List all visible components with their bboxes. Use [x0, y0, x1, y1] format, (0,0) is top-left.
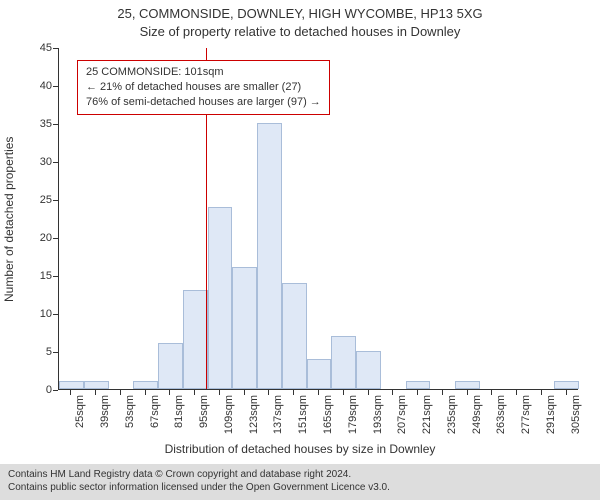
- footer-line-1: Contains HM Land Registry data © Crown c…: [8, 468, 592, 481]
- x-tick-label: 109sqm: [223, 395, 235, 434]
- histogram-bar: [554, 381, 579, 389]
- x-tick-mark: [244, 390, 245, 395]
- y-tick-label: 45: [12, 42, 52, 54]
- x-tick-label: 305sqm: [570, 395, 582, 434]
- y-tick-mark: [53, 124, 58, 125]
- y-tick-mark: [53, 238, 58, 239]
- x-tick-label: 25sqm: [74, 395, 86, 428]
- histogram-bar: [232, 267, 257, 389]
- y-tick-label: 25: [12, 194, 52, 206]
- y-tick-mark: [53, 276, 58, 277]
- y-tick-mark: [53, 200, 58, 201]
- histogram-bar: [406, 381, 431, 389]
- x-tick-mark: [343, 390, 344, 395]
- x-tick-mark: [145, 390, 146, 395]
- y-tick-label: 35: [12, 118, 52, 130]
- x-tick-mark: [368, 390, 369, 395]
- x-tick-mark: [293, 390, 294, 395]
- x-tick-label: 277sqm: [520, 395, 532, 434]
- x-tick-label: 263sqm: [495, 395, 507, 434]
- footer-line-2: Contains public sector information licen…: [8, 481, 592, 494]
- chart-title-line-2: Size of property relative to detached ho…: [0, 24, 600, 39]
- y-tick-mark: [53, 390, 58, 391]
- x-tick-label: 81sqm: [173, 395, 185, 428]
- x-tick-label: 221sqm: [421, 395, 433, 434]
- x-tick-mark: [95, 390, 96, 395]
- histogram-bar: [455, 381, 480, 389]
- x-tick-label: 123sqm: [248, 395, 260, 434]
- x-tick-label: 235sqm: [446, 395, 458, 434]
- histogram-bar: [84, 381, 109, 389]
- annotation-line: ← 21% of detached houses are smaller (27…: [86, 80, 321, 95]
- y-tick-mark: [53, 162, 58, 163]
- x-tick-mark: [318, 390, 319, 395]
- y-tick-label: 20: [12, 232, 52, 244]
- annotation-line: 76% of semi-detached houses are larger (…: [86, 95, 321, 110]
- y-tick-label: 10: [12, 308, 52, 320]
- y-tick-mark: [53, 48, 58, 49]
- x-tick-mark: [70, 390, 71, 395]
- x-tick-mark: [219, 390, 220, 395]
- x-tick-label: 193sqm: [372, 395, 384, 434]
- x-tick-mark: [491, 390, 492, 395]
- annotation-line: 25 COMMONSIDE: 101sqm: [86, 65, 321, 80]
- x-tick-label: 53sqm: [124, 395, 136, 428]
- x-axis-label: Distribution of detached houses by size …: [0, 442, 600, 456]
- x-tick-mark: [442, 390, 443, 395]
- histogram-bar: [59, 381, 84, 389]
- histogram-bar: [282, 283, 307, 389]
- y-tick-label: 5: [12, 346, 52, 358]
- histogram-bar: [257, 123, 282, 389]
- x-tick-mark: [268, 390, 269, 395]
- histogram-bar: [183, 290, 208, 389]
- x-tick-label: 179sqm: [347, 395, 359, 434]
- x-tick-mark: [467, 390, 468, 395]
- chart-title-line-1: 25, COMMONSIDE, DOWNLEY, HIGH WYCOMBE, H…: [0, 6, 600, 21]
- y-tick-mark: [53, 314, 58, 315]
- y-tick-label: 30: [12, 156, 52, 168]
- y-tick-label: 40: [12, 80, 52, 92]
- x-tick-mark: [194, 390, 195, 395]
- x-tick-mark: [566, 390, 567, 395]
- x-tick-mark: [541, 390, 542, 395]
- x-tick-label: 137sqm: [272, 395, 284, 434]
- x-tick-label: 207sqm: [396, 395, 408, 434]
- x-tick-mark: [516, 390, 517, 395]
- y-tick-mark: [53, 352, 58, 353]
- histogram-bar: [208, 207, 233, 389]
- y-tick-mark: [53, 86, 58, 87]
- x-tick-mark: [120, 390, 121, 395]
- x-tick-label: 291sqm: [545, 395, 557, 434]
- histogram-bar: [331, 336, 356, 389]
- x-tick-label: 165sqm: [322, 395, 334, 434]
- x-tick-label: 95sqm: [198, 395, 210, 428]
- attribution-footer: Contains HM Land Registry data © Crown c…: [0, 464, 600, 500]
- x-tick-mark: [417, 390, 418, 395]
- annotation-box: 25 COMMONSIDE: 101sqm← 21% of detached h…: [77, 60, 330, 115]
- histogram-bar: [356, 351, 381, 389]
- x-tick-label: 249sqm: [471, 395, 483, 434]
- histogram-bar: [133, 381, 158, 389]
- plot-area: 25 COMMONSIDE: 101sqm← 21% of detached h…: [58, 48, 578, 390]
- x-tick-label: 151sqm: [297, 395, 309, 434]
- x-tick-mark: [169, 390, 170, 395]
- x-tick-label: 39sqm: [99, 395, 111, 428]
- x-tick-mark: [392, 390, 393, 395]
- x-tick-label: 67sqm: [149, 395, 161, 428]
- histogram-bar: [307, 359, 332, 389]
- y-tick-label: 15: [12, 270, 52, 282]
- histogram-bar: [158, 343, 183, 389]
- y-tick-label: 0: [12, 384, 52, 396]
